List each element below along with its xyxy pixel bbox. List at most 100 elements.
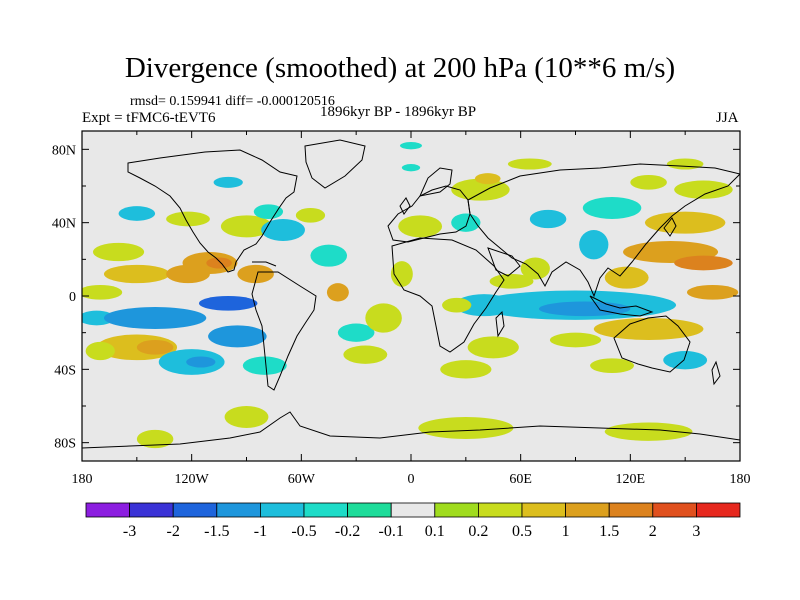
field-patch xyxy=(401,164,421,172)
field-patch xyxy=(520,257,550,280)
field-patch xyxy=(92,242,145,262)
lon-tick-label: 180 xyxy=(72,472,93,487)
coastlines xyxy=(82,139,740,449)
field-patch xyxy=(136,429,174,449)
field-patch xyxy=(82,310,115,326)
lon-tick-label: 60W xyxy=(288,472,316,487)
colorbar-label: 3 xyxy=(692,523,700,540)
field-patch xyxy=(295,208,326,223)
field-patch xyxy=(208,325,267,348)
colorbar-label: -0.2 xyxy=(335,523,360,540)
field-patch xyxy=(454,294,514,317)
rmsd-diff-stats: rmsd= 0.159941 diff= -0.000120516 xyxy=(130,94,335,109)
colorbar-swatch xyxy=(172,502,218,518)
coastline-australia xyxy=(613,315,691,373)
coastline-north-america xyxy=(127,149,298,273)
colorbar-swatch xyxy=(129,502,174,518)
field-patch xyxy=(390,261,413,287)
coastline-british-isles xyxy=(399,197,411,215)
lon-tick-label: 180 xyxy=(730,472,751,487)
colorbar-label: 2 xyxy=(649,523,657,540)
field-patch xyxy=(103,307,207,329)
colorbar-swatch xyxy=(259,502,305,518)
field-patch xyxy=(440,360,492,379)
colorbar-label: 1.5 xyxy=(599,523,619,540)
field-patch xyxy=(663,351,708,370)
lon-tick-label: 0 xyxy=(408,472,415,487)
colorbar: -3 -2 -1.5 -1 -0.5 -0.2 -0.1 0.1 0.2 0.5 1 1.5 2 3 xyxy=(85,502,741,540)
coastline-indonesia xyxy=(589,295,654,317)
season-label: JJA xyxy=(716,110,739,126)
colorbar-label: -3 xyxy=(123,523,136,540)
field-patch xyxy=(198,296,258,311)
colorbar-label: 0.2 xyxy=(468,523,488,540)
field-patch xyxy=(489,274,534,289)
field-patch xyxy=(590,358,634,373)
coastline-caribbean xyxy=(252,261,277,267)
colorbar-swatch xyxy=(85,502,130,518)
coastline-new-zealand xyxy=(711,360,721,386)
field-patch xyxy=(593,318,704,340)
lat-tick-label: 40S xyxy=(54,363,76,378)
field-patch xyxy=(253,204,284,220)
axis-ticks: 80N 40N 0 40S 80S 180 120W 60W 0 60E 120E 180 xyxy=(52,131,751,487)
colorbar-label: -0.5 xyxy=(291,523,316,540)
colorbar-swatch xyxy=(696,502,741,518)
field-patch xyxy=(549,332,602,348)
colorbar-swatch xyxy=(434,502,479,518)
field-patch xyxy=(103,264,170,284)
colorbar-label: -1 xyxy=(254,523,267,540)
colorbar-swatch xyxy=(652,502,697,518)
field-patch xyxy=(604,266,649,289)
lon-tick-label: 120E xyxy=(616,472,646,487)
coastline-south-america xyxy=(251,271,317,391)
colorbar-label: 0.5 xyxy=(512,523,532,540)
field-patch xyxy=(538,301,631,317)
field-patch xyxy=(507,158,552,170)
field-patch xyxy=(326,283,349,302)
field-patch xyxy=(630,175,667,190)
colorbar-swatch xyxy=(303,502,348,518)
field-patch xyxy=(310,244,348,267)
field-patch xyxy=(644,211,726,234)
field-patch xyxy=(467,336,519,359)
field-patch xyxy=(666,158,704,170)
field-patch xyxy=(118,206,156,221)
coastline-asia xyxy=(467,163,740,298)
colorbar-label: -1.5 xyxy=(204,523,229,540)
time-period-label: 1896kyr BP - 1896kyr BP xyxy=(320,104,477,120)
colorbar-swatch xyxy=(347,502,392,518)
field-patch xyxy=(398,215,443,238)
coastline-japan xyxy=(663,217,677,237)
lon-tick-label: 60E xyxy=(509,472,532,487)
field-patch xyxy=(261,219,305,241)
colorbar-swatch xyxy=(216,502,261,518)
lat-tick-label: 0 xyxy=(69,290,76,305)
field-patch xyxy=(474,173,501,185)
colorbar-swatch xyxy=(477,502,523,518)
colorbar-label: -2 xyxy=(167,523,180,540)
experiment-label: Expt = tFMC6-tEVT6 xyxy=(82,110,216,126)
field-patch xyxy=(579,230,609,260)
field-patch xyxy=(400,142,422,150)
field-patch xyxy=(206,257,232,269)
field-patch xyxy=(442,297,472,313)
field-patch xyxy=(686,285,739,300)
field-patch xyxy=(418,417,514,439)
field-patch xyxy=(224,406,269,428)
field-patch xyxy=(337,323,375,342)
field-patch xyxy=(343,345,388,364)
coastline-africa xyxy=(391,237,505,353)
colorbar-label: 1 xyxy=(562,523,570,540)
field-patch xyxy=(237,264,274,284)
colorbar-label: 0.1 xyxy=(425,523,445,540)
coastline-scandinavia xyxy=(419,167,453,197)
coastline-arabia xyxy=(487,247,521,277)
coastline-europe xyxy=(387,185,471,243)
colorbar-swatch xyxy=(521,502,566,518)
field-patch xyxy=(186,356,216,368)
colorbar-swatch xyxy=(565,502,610,518)
coastline-antarctica xyxy=(82,411,740,449)
field-patch xyxy=(166,211,210,227)
